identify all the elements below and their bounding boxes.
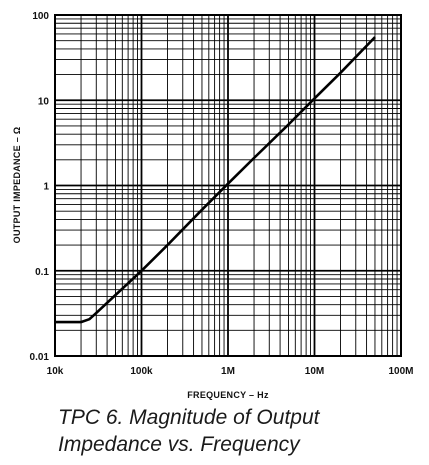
x-tick-label: 100M [388, 366, 413, 377]
grid [54, 15, 401, 357]
caption-line-2: Impedance vs. Frequency [58, 433, 300, 456]
y-tick-label: 0.01 [30, 352, 50, 363]
y-tick-label: 100 [32, 11, 49, 22]
caption-line-1: TPC 6. Magnitude of Output [58, 406, 320, 429]
figure-caption: TPC 6. Magnitude of Output Impedance vs.… [58, 404, 418, 458]
x-tick-label: 100k [130, 366, 153, 377]
series-line [55, 36, 376, 324]
y-tick-label: 10 [38, 96, 50, 107]
plot-border [54, 14, 402, 357]
x-tick-label: 1M [221, 366, 235, 377]
y-tick-labels: 0.01 0.1 1 10 100 [30, 11, 50, 363]
y-axis-label: OUTPUT IMPEDANCE – Ω [12, 127, 22, 244]
x-axis-label: FREQUENCY – Hz [187, 390, 269, 400]
y-tick-label: 0.1 [35, 267, 49, 278]
x-tick-label: 10M [305, 366, 324, 377]
x-tick-labels: 10k 100k 1M 10M 100M [47, 366, 414, 377]
y-tick-label: 1 [43, 182, 49, 193]
impedance-chart: 10k 100k 1M 10M 100M 0.01 0.1 1 10 100 FREQUENCY… [12, 11, 414, 400]
x-tick-label: 10k [47, 366, 64, 377]
